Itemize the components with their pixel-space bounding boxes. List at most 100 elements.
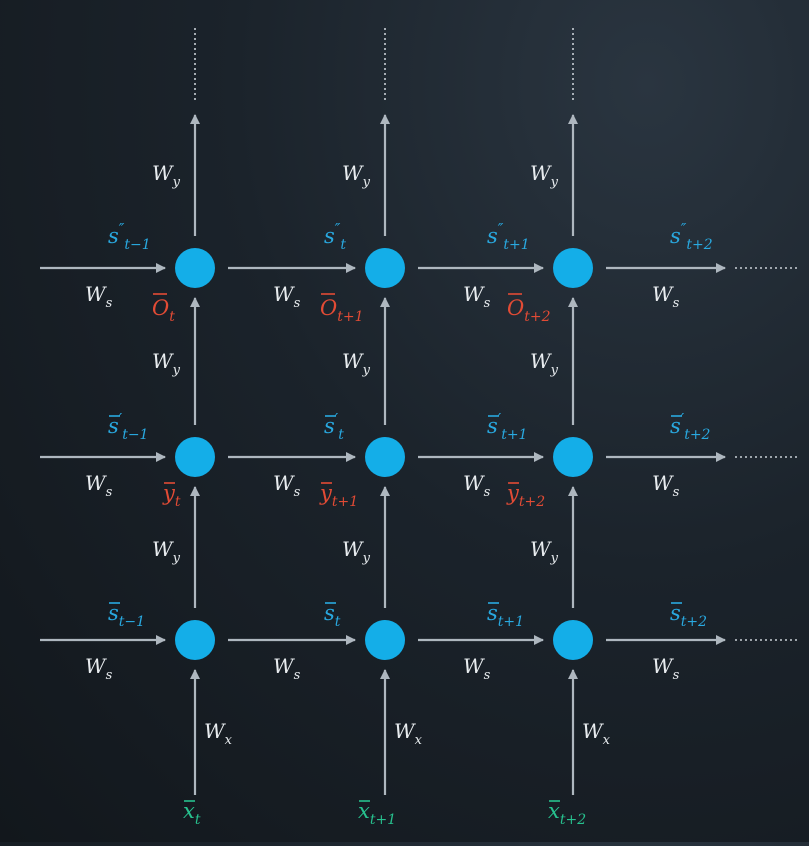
node-layer3-col2 xyxy=(365,248,405,288)
wx-label-2-text: Wx xyxy=(394,719,423,748)
wy-label-l1l2-1-text: Wy xyxy=(152,537,181,566)
arrows xyxy=(40,114,726,795)
state-l2-2: s′t xyxy=(324,410,344,443)
node-layer2-col1 xyxy=(175,437,215,477)
input-x-1: xt xyxy=(183,799,201,828)
input-x-3: xt+2 xyxy=(548,799,586,828)
wx-label-1-text: Wx xyxy=(204,719,233,748)
output-y-3: yt+2 xyxy=(506,481,545,510)
wy-label-top-3: Wy xyxy=(530,161,559,190)
ws-label-layer1-1-text: Ws xyxy=(85,654,113,683)
output-o-2-text: Ot+1 xyxy=(320,296,363,325)
wx-label-3-text: Wx xyxy=(582,719,611,748)
ws-label-layer2-1-text: Ws xyxy=(85,471,113,500)
input-x-2-text: xt+1 xyxy=(358,799,396,828)
state-l3-4: s″t+2 xyxy=(670,220,713,253)
ws-label-layer3-4-text: Ws xyxy=(652,282,680,311)
ws-label-layer2-1: Ws xyxy=(85,471,113,500)
node-layer2-col2 xyxy=(365,437,405,477)
state-l1-3: st+1 xyxy=(487,601,524,630)
state-l2-3-text: s′t+1 xyxy=(487,410,527,443)
wy-label-l1l2-2-text: Wy xyxy=(342,537,371,566)
state-l3-2-text: s″t xyxy=(324,220,346,253)
state-l1-4-text: st+2 xyxy=(670,601,707,630)
output-y-2-text: yt+1 xyxy=(319,481,358,510)
state-l3-2: s″t xyxy=(324,220,346,253)
wy-label-l2l3-3: Wy xyxy=(530,349,559,378)
state-l1-1-text: st−1 xyxy=(108,601,145,630)
output-o-3: Ot+2 xyxy=(507,293,551,325)
output-y-2: yt+1 xyxy=(319,481,358,510)
state-l3-1-text: s″t−1 xyxy=(108,220,151,253)
state-l1-2: st xyxy=(324,601,341,630)
ws-label-layer1-3: Ws xyxy=(463,654,491,683)
wx-label-1: Wx xyxy=(204,719,233,748)
wy-label-l1l2-3-text: Wy xyxy=(530,537,559,566)
ws-label-layer3-1-text: Ws xyxy=(85,282,113,311)
output-y-3-text: yt+2 xyxy=(506,481,545,510)
state-l3-3-text: s″t+1 xyxy=(487,220,530,253)
output-y-1-text: yt xyxy=(162,481,181,510)
wy-label-top-3-text: Wy xyxy=(530,161,559,190)
ws-label-layer3-1: Ws xyxy=(85,282,113,311)
state-l3-3: s″t+1 xyxy=(487,220,530,253)
output-o-1-text: Ot xyxy=(152,296,175,325)
ws-label-layer2-2: Ws xyxy=(273,471,301,500)
node-layer1-col3 xyxy=(553,620,593,660)
input-x-3-text: xt+2 xyxy=(548,799,586,828)
state-l1-4: st+2 xyxy=(670,601,707,630)
wy-label-top-2: Wy xyxy=(342,161,371,190)
output-o-1: Ot xyxy=(152,293,175,325)
node-layer2-col3 xyxy=(553,437,593,477)
wy-label-top-1: Wy xyxy=(152,161,181,190)
state-l2-3: s′t+1 xyxy=(487,410,527,443)
wx-label-2: Wx xyxy=(394,719,423,748)
state-l1-2-text: st xyxy=(324,601,341,630)
wy-label-l2l3-1-text: Wy xyxy=(152,349,181,378)
node-layer1-col2 xyxy=(365,620,405,660)
ws-label-layer3-2: Ws xyxy=(273,282,301,311)
ws-label-layer3-3: Ws xyxy=(463,282,491,311)
node-layer3-col1 xyxy=(175,248,215,288)
state-l2-4: s′t+2 xyxy=(670,410,711,443)
output-o-2: Ot+1 xyxy=(320,293,363,325)
input-x-2: xt+1 xyxy=(358,799,396,828)
wy-label-l2l3-1: Wy xyxy=(152,349,181,378)
output-y-1: yt xyxy=(162,481,181,510)
nodes xyxy=(175,248,593,660)
labels: Ws Ws Ws Ws Ws Ws Ws Ws Ws Ws Ws Ws Wx Wy Wy Wy Wx Wy Wy Wy… xyxy=(85,161,713,828)
ws-label-layer2-3: Ws xyxy=(463,471,491,500)
state-l3-1: s″t−1 xyxy=(108,220,151,253)
state-l1-3-text: st+1 xyxy=(487,601,524,630)
state-l2-4-text: s′t+2 xyxy=(670,410,711,443)
ws-label-layer3-3-text: Ws xyxy=(463,282,491,311)
wy-label-l2l3-2: Wy xyxy=(342,349,371,378)
ws-label-layer1-4-text: Ws xyxy=(652,654,680,683)
node-layer3-col3 xyxy=(553,248,593,288)
wy-label-l2l3-2-text: Wy xyxy=(342,349,371,378)
state-l2-1: s′t−1 xyxy=(108,410,148,443)
wy-label-l1l2-2: Wy xyxy=(342,537,371,566)
output-o-3-text: Ot+2 xyxy=(507,296,551,325)
ws-label-layer1-4: Ws xyxy=(652,654,680,683)
ws-label-layer1-3-text: Ws xyxy=(463,654,491,683)
ws-label-layer3-2-text: Ws xyxy=(273,282,301,311)
wy-label-top-2-text: Wy xyxy=(342,161,371,190)
continuation-dots xyxy=(194,28,798,641)
input-x-1-text: xt xyxy=(183,799,201,828)
wx-label-3: Wx xyxy=(582,719,611,748)
ws-label-layer3-4: Ws xyxy=(652,282,680,311)
node-layer1-col1 xyxy=(175,620,215,660)
ws-label-layer1-2-text: Ws xyxy=(273,654,301,683)
ws-label-layer1-2: Ws xyxy=(273,654,301,683)
ws-label-layer2-3-text: Ws xyxy=(463,471,491,500)
state-l3-4-text: s″t+2 xyxy=(670,220,713,253)
state-l2-2-text: s′t xyxy=(324,410,344,443)
wy-label-l1l2-1: Wy xyxy=(152,537,181,566)
wy-label-l2l3-3-text: Wy xyxy=(530,349,559,378)
wy-label-l1l2-3: Wy xyxy=(530,537,559,566)
state-l1-1: st−1 xyxy=(108,601,145,630)
ws-label-layer2-2-text: Ws xyxy=(273,471,301,500)
